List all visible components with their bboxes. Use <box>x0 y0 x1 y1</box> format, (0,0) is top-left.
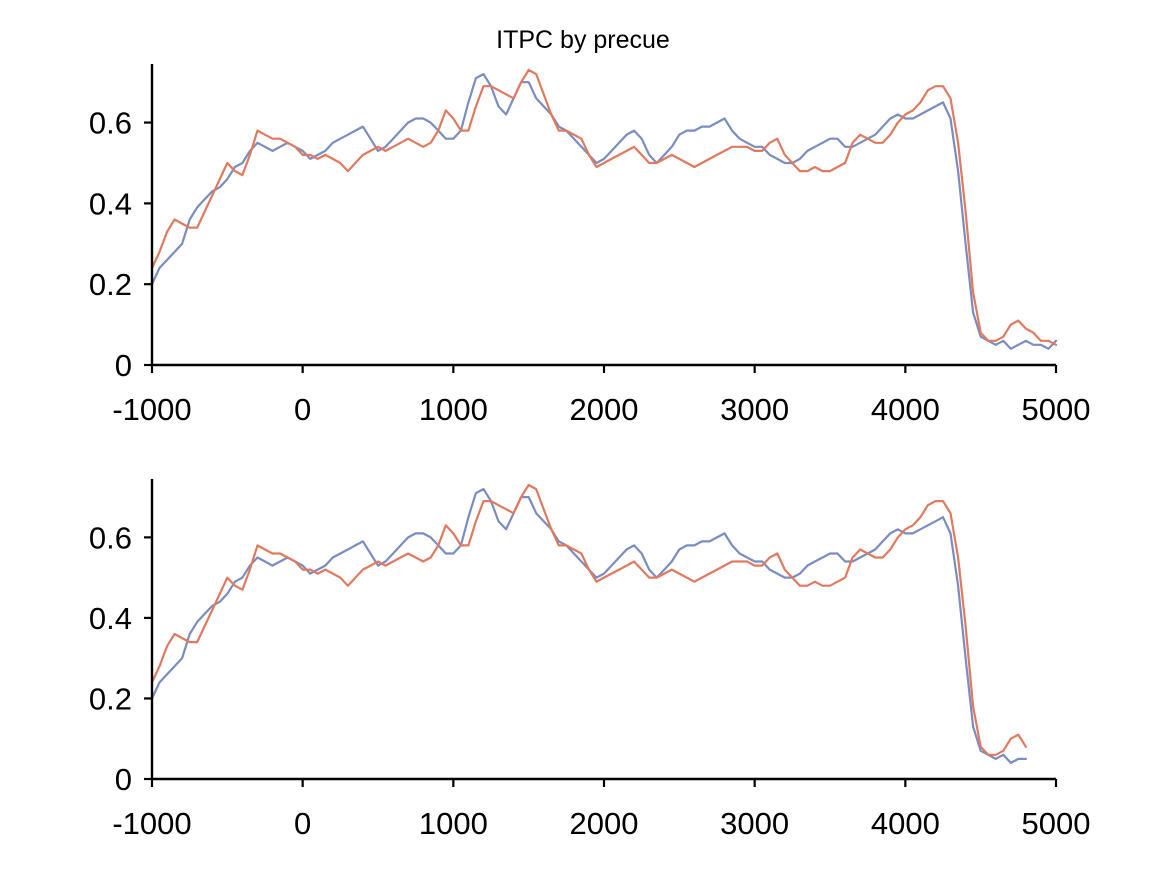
y-tick-label: 0.4 <box>89 186 132 221</box>
top-subplot: -1000 0 1000 2000 3000 4000 5000 0 0.2 0.4 0.6 <box>89 64 1091 427</box>
series-line-red <box>150 483 1027 756</box>
x-tick-label: 5000 <box>1022 392 1091 427</box>
y-tick-label: 0.6 <box>89 106 132 141</box>
bottom-subplot: -1000 0 1000 2000 3000 4000 5000 0 0.2 0.4 0.6 <box>89 479 1091 841</box>
y-tick-label: 0 <box>115 762 132 797</box>
y-tick-label: 0.4 <box>89 601 132 636</box>
x-tick-label: 5000 <box>1022 806 1091 841</box>
x-tick-label: 2000 <box>570 806 639 841</box>
series-line-red <box>150 68 1058 346</box>
x-tick-label: 0 <box>294 806 311 841</box>
x-tick-label: 0 <box>294 392 311 427</box>
figure-title: ITPC by precue <box>496 26 670 54</box>
y-tick-label: 0.2 <box>89 681 132 716</box>
x-tick-label: 4000 <box>871 392 940 427</box>
y-tick-label: 0.6 <box>89 520 132 555</box>
y-tick-label: 0 <box>115 348 132 383</box>
x-tick-label: -1000 <box>112 392 191 427</box>
x-tick-label: 3000 <box>720 806 789 841</box>
x-tick-label: 2000 <box>570 392 639 427</box>
series-line-blue <box>150 488 1027 764</box>
series-line-blue <box>150 73 1058 350</box>
x-tick-label: 3000 <box>720 392 789 427</box>
x-tick-label: 1000 <box>419 806 488 841</box>
y-tick-label: 0.2 <box>89 267 132 302</box>
x-tick-label: 1000 <box>419 392 488 427</box>
x-tick-label: -1000 <box>112 806 191 841</box>
x-tick-label: 4000 <box>871 806 940 841</box>
